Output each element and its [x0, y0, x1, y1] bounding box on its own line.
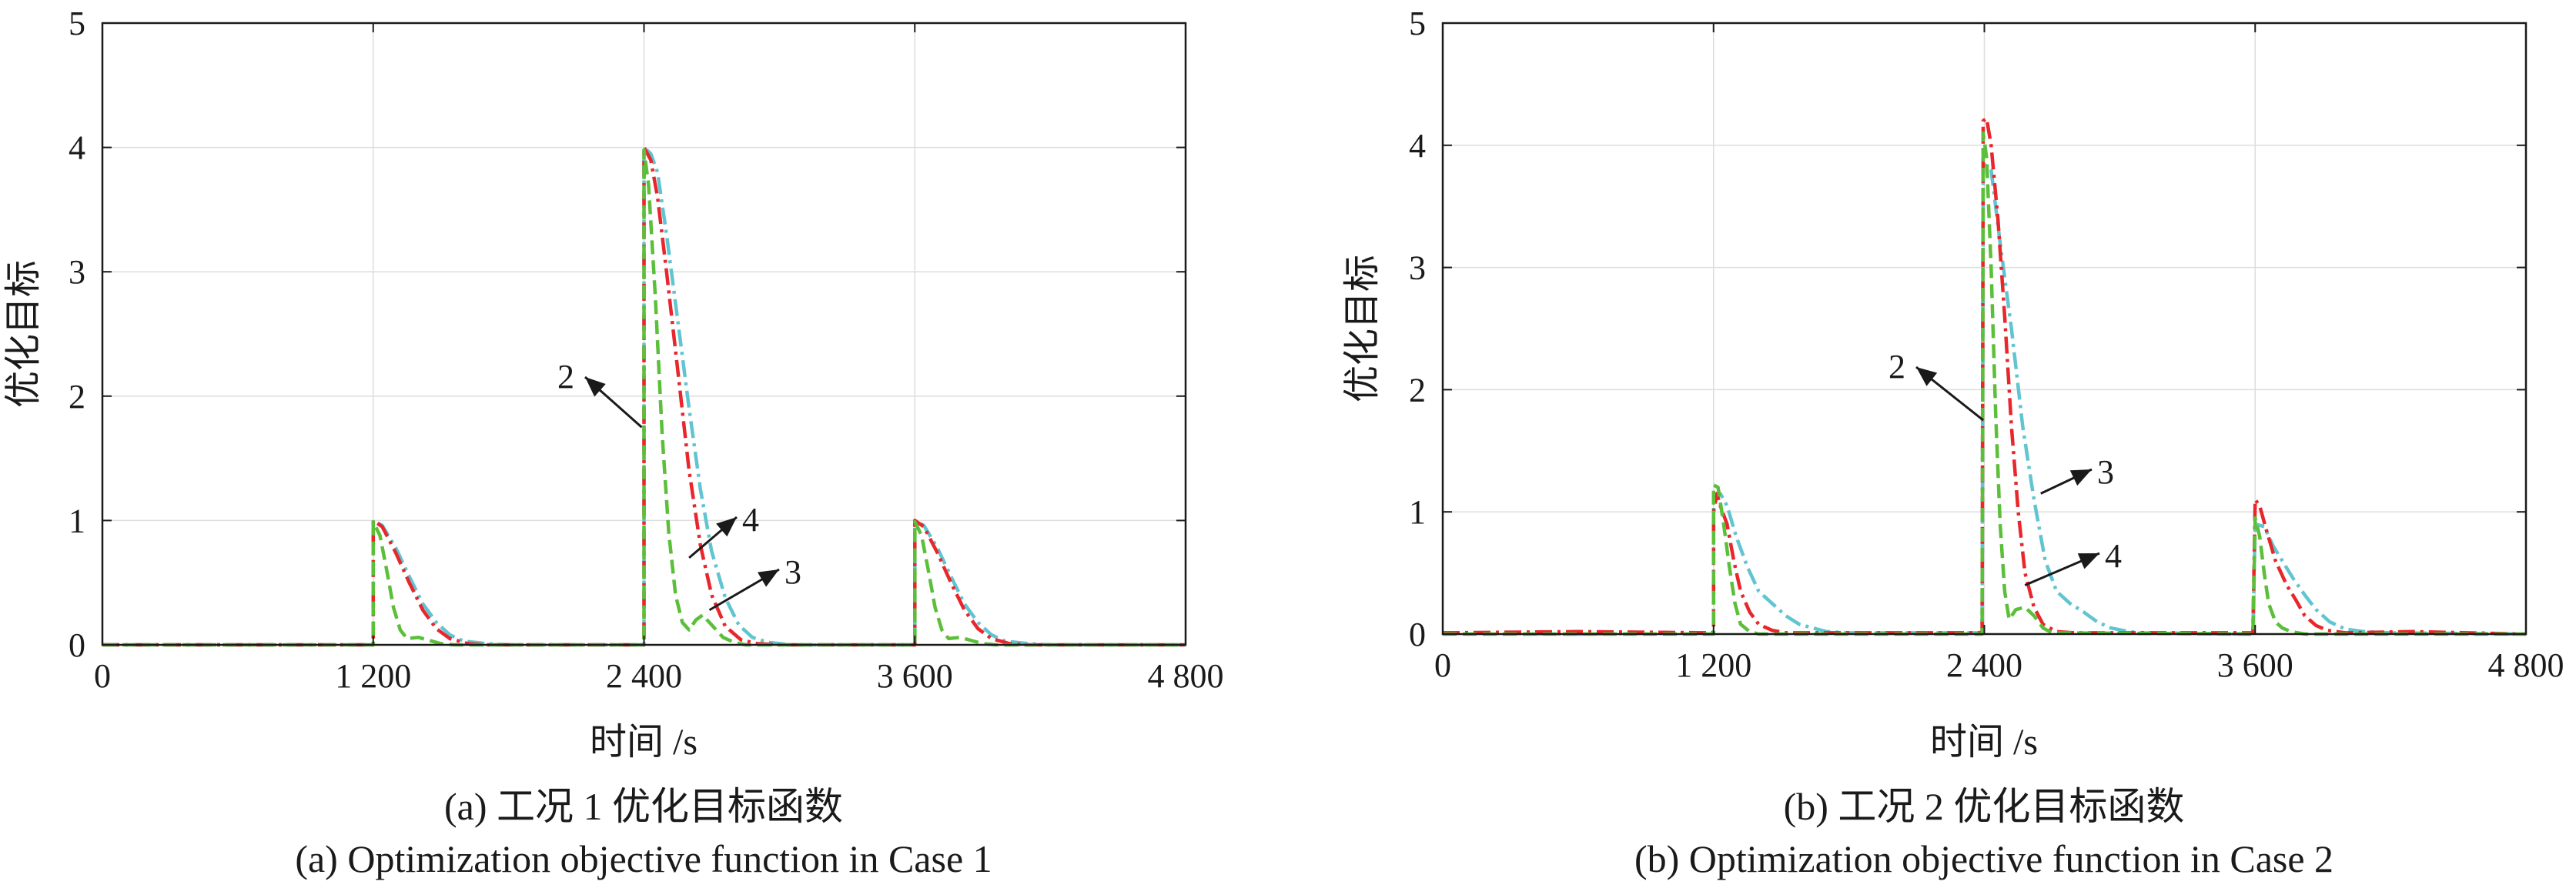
x-axis-label-a: 时间 /s — [590, 722, 698, 763]
annotation-arrow-head — [1916, 367, 1938, 386]
plot-frame-a — [101, 22, 1187, 646]
y-axis-label-b: 优化目标 — [1342, 255, 1383, 402]
series-line-cyan-b — [1442, 162, 2527, 636]
annotation-arrow-head — [585, 377, 606, 397]
y-tick-label: 0 — [1409, 616, 1426, 653]
y-tick-label: 1 — [69, 502, 85, 539]
series-line-green-b — [1443, 131, 2526, 636]
y-tick-label: 1 — [1409, 493, 1426, 531]
annotation-arrow-head — [757, 569, 779, 587]
series-group-a — [102, 145, 1186, 647]
annotation-arrow-head — [2077, 553, 2099, 569]
y-tick-label: 5 — [69, 5, 85, 42]
y-tick-label: 3 — [1409, 249, 1426, 287]
annotation-label: 4 — [742, 501, 759, 539]
series-line-red-b — [1442, 116, 2527, 636]
y-tick-label: 2 — [1409, 371, 1426, 409]
x-tick-label: 4 800 — [1148, 657, 1224, 695]
chart-panel-b: 0 1 200 2 400 3 600 4 800 0 1 2 3 4 5 2 3 4 时间 /s 优化… — [1342, 5, 2564, 880]
annotation-label: 3 — [2097, 453, 2114, 491]
series-line-green-a — [102, 148, 1186, 647]
caption-cn-b: (b) 工况 2 优化目标函数 — [1784, 785, 2185, 828]
y-tick-label: 3 — [69, 253, 85, 291]
caption-en-b: (b) Optimization objective function in C… — [1634, 837, 2333, 880]
annotation-label: 3 — [785, 553, 801, 591]
annotations-a: 2 43 — [557, 358, 801, 612]
annotation-label: 2 — [1889, 348, 1905, 386]
x-tick-label: 0 — [1434, 646, 1451, 684]
x-tick-label: 3 600 — [2217, 646, 2293, 684]
y-tick-label: 4 — [1409, 127, 1426, 165]
x-tick-label: 2 400 — [1946, 646, 2022, 684]
x-tick-label: 1 200 — [1675, 646, 1751, 684]
x-tick-label: 4 800 — [2488, 646, 2564, 684]
caption-en-a: (a) Optimization objective function in C… — [295, 837, 992, 880]
y-axis-label-a: 优化目标 — [3, 260, 44, 408]
annotation-arrow-head — [716, 517, 737, 537]
annotation-label: 2 — [557, 358, 574, 396]
y-tick-label: 5 — [1409, 5, 1426, 42]
x-tick-label: 2 400 — [606, 657, 682, 695]
series-group-b — [1442, 116, 2527, 636]
x-tick-label: 1 200 — [335, 657, 411, 695]
plot-frame-b — [1441, 22, 2527, 636]
y-tick-label: 2 — [69, 378, 85, 416]
annotation-arrow-head — [2069, 469, 2092, 486]
series-line-cyan-a — [102, 145, 1186, 647]
ticks-b: 0 1 200 2 400 3 600 4 800 0 1 2 3 4 5 — [1409, 5, 2564, 684]
x-tick-label: 3 600 — [877, 657, 953, 695]
x-axis-label-b: 时间 /s — [1930, 722, 2038, 763]
y-tick-label: 0 — [69, 626, 85, 664]
x-tick-label: 0 — [94, 657, 111, 695]
annotation-label: 4 — [2105, 537, 2122, 575]
y-tick-label: 4 — [69, 129, 85, 167]
annotations-b: 2 3 4 — [1889, 348, 2122, 586]
caption-cn-a: (a) 工况 1 优化目标函数 — [444, 785, 843, 828]
